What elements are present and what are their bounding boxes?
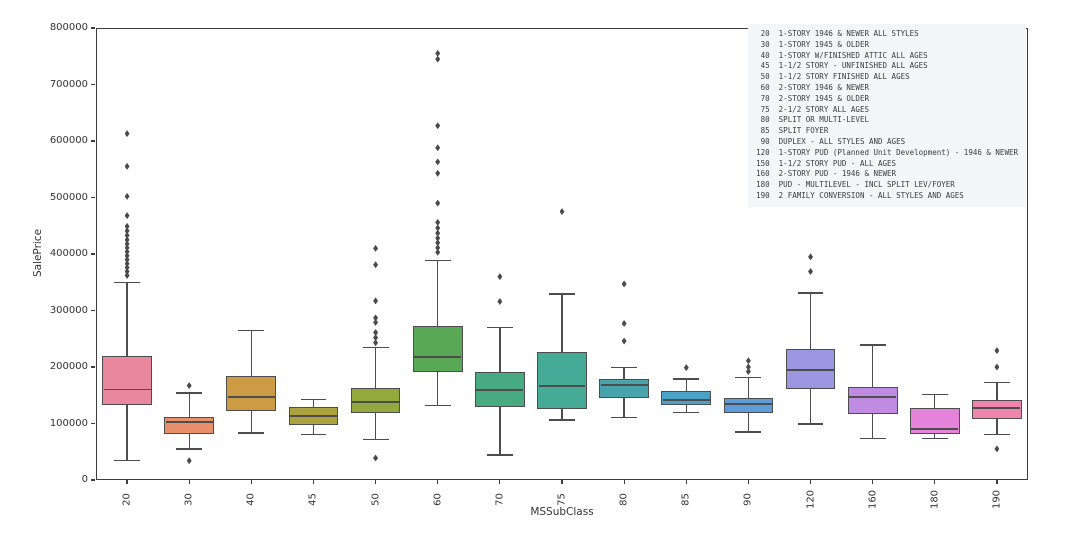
y-tick-label: 700000 [49, 78, 88, 90]
x-tick-label: 190 [991, 489, 1003, 510]
x-tick-label: 180 [929, 489, 941, 510]
legend-row: 150 1-1/2 STORY PUD - ALL AGES [756, 158, 897, 168]
x-tick-label: 90 [742, 493, 754, 506]
y-tick-label: 100000 [49, 417, 88, 429]
x-tick-label: 30 [183, 493, 195, 506]
x-tick-mark [623, 480, 625, 484]
x-tick-mark [747, 480, 749, 484]
y-tick-mark [91, 366, 95, 368]
x-tick-mark [250, 480, 252, 484]
legend-row: 60 2-STORY 1946 & NEWER [756, 82, 869, 92]
y-tick-label: 800000 [49, 22, 88, 33]
x-tick-label: 160 [867, 489, 879, 510]
x-tick-label: 45 [307, 493, 319, 506]
x-tick-label: 40 [245, 493, 257, 506]
x-tick-mark [809, 480, 812, 484]
legend-row: 75 2-1/2 STORY ALL AGES [756, 104, 869, 114]
x-tick-mark [872, 480, 874, 484]
legend-row: 160 2-STORY PUD - 1946 & NEWER [756, 169, 897, 179]
x-axis-label: MSSubClass [530, 506, 594, 518]
x-tick-mark [437, 480, 439, 484]
x-tick-mark [312, 480, 315, 484]
x-tick-mark [188, 480, 190, 484]
x-tick-label: 120 [805, 489, 817, 510]
x-tick-label: 60 [432, 493, 444, 506]
legend-row: 190 2 FAMILY CONVERSION - ALL STYLES AND… [756, 190, 964, 200]
y-tick-mark [91, 422, 95, 425]
y-tick-mark [91, 27, 95, 29]
legend-row: 120 1-STORY PUD (Planned Unit Developmen… [756, 147, 1018, 157]
legend-row: 70 2-STORY 1945 & OLDER [756, 93, 869, 103]
legend-row: 30 1-STORY 1945 & OLDER [756, 39, 869, 49]
x-tick-mark [561, 480, 563, 484]
x-tick-mark [375, 480, 377, 484]
x-tick-label: 50 [370, 493, 382, 506]
legend-row: 20 1-STORY 1946 & NEWER ALL STYLES [756, 29, 919, 38]
legend-row: 45 1-1/2 STORY - UNFINISHED ALL AGES [756, 61, 928, 71]
x-tick-mark [499, 480, 501, 484]
legend-row: 180 PUD - MULTILEVEL - INCL SPLIT LEV/FO… [756, 180, 955, 190]
mssubclass-legend: 20 1-STORY 1946 & NEWER ALL STYLES 30 1-… [748, 24, 1026, 207]
y-tick-mark [91, 196, 95, 199]
y-tick-mark [91, 479, 95, 481]
x-tick-label: 85 [680, 493, 692, 506]
y-tick-mark [91, 309, 95, 312]
legend-row: 50 1-1/2 STORY FINISHED ALL AGES [756, 72, 910, 82]
y-tick-label: 0 [81, 474, 88, 485]
x-tick-mark [996, 480, 998, 484]
y-tick-mark [91, 140, 95, 142]
x-tick-mark [126, 480, 128, 484]
legend-row: 80 SPLIT OR MULTI-LEVEL [756, 115, 869, 125]
legend-row: 90 DUPLEX - ALL STYLES AND AGES [756, 136, 906, 146]
legend-row: 85 SPLIT FOYER [756, 126, 829, 136]
x-tick-mark [685, 480, 687, 484]
y-tick-mark [91, 253, 95, 255]
x-tick-label: 20 [121, 493, 133, 506]
y-axis-label: SalePrice [32, 228, 44, 278]
x-tick-mark [934, 480, 936, 484]
y-tick-mark [91, 83, 95, 86]
legend-row: 40 1-STORY W/FINISHED ATTIC ALL AGES [756, 50, 928, 60]
